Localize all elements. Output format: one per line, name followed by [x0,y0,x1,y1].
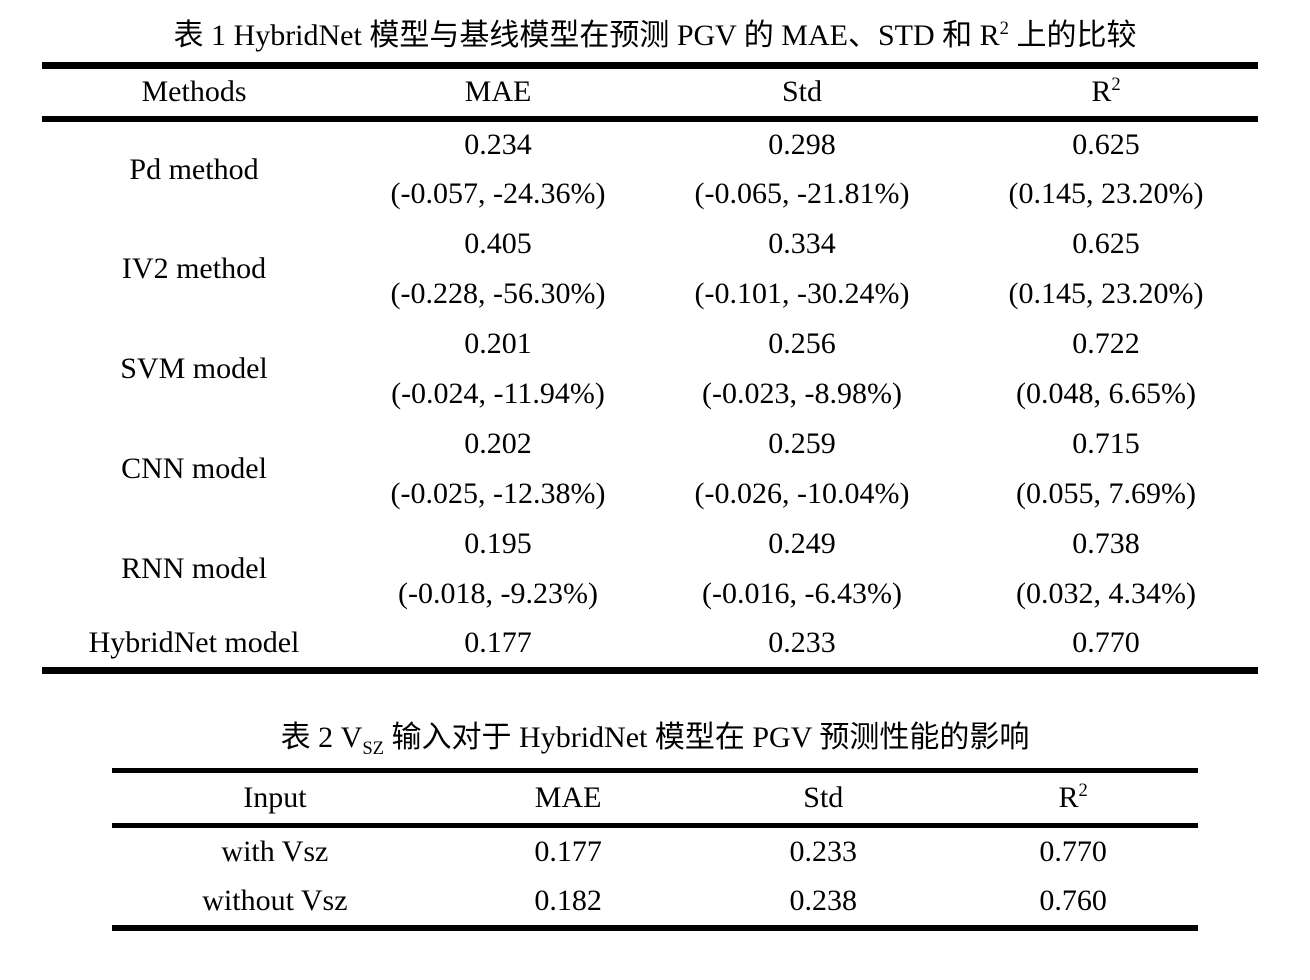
cell-r2-value: 0.770 [1072,625,1140,659]
cell-method: HybridNet model [88,625,300,659]
cell-method: IV2 method [121,251,267,285]
cell-r2-value: 0.738 [1072,526,1140,560]
cell-std-value: 0.256 [768,326,836,360]
table-row-delta: (-0.018, -9.23%) (-0.016, -6.43%) (0.032… [42,569,1258,619]
cell-method: RNN model [121,551,267,585]
cell-mae-value: 0.177 [534,835,602,869]
cell-std-value: 0.249 [768,526,836,560]
table-row: with Vsz 0.177 0.233 0.770 [112,826,1198,877]
cell-method: Pd method [129,153,259,186]
cell-std-value: 0.238 [789,883,858,917]
cell-r2-value: 0.625 [1072,128,1140,161]
cell-std-value: 0.259 [768,426,836,460]
cell-std-delta: (-0.026, -10.04%) [694,476,910,510]
table2-header-r2-base: R [1058,781,1079,814]
cell-std-delta: (-0.023, -8.98%) [702,376,902,410]
cell-r2-value: 0.770 [1039,835,1107,869]
table2-header-r2: R2 [948,771,1198,826]
table2-header-std: Std [803,781,844,814]
cell-r2-value: 0.760 [1039,883,1107,917]
table1-header-r2-base: R [1091,75,1112,109]
cell-std-delta: (-0.016, -6.43%) [702,576,902,610]
cell-mae-value: 0.234 [464,128,532,161]
table1-caption-suffix: 上的比较 [1008,19,1137,52]
table-row-delta: (-0.057, -24.36%) (-0.065, -21.81%) (0.1… [42,169,1258,219]
table-row: without Vsz 0.182 0.238 0.760 [112,877,1198,928]
table1-header-r2-superscript: 2 [1111,74,1121,96]
table2-header-r2-superscript: 2 [1078,780,1088,801]
table2-header-mae: MAE [534,781,602,814]
table1-header-mae: MAE [464,75,532,109]
cell-mae-value: 0.201 [464,326,532,360]
table-row: RNN model 0.195 0.249 0.738 [42,519,1258,585]
cell-r2-delta: (0.145, 23.20%) [1008,176,1204,210]
table-row-delta: (-0.025, -12.38%) (-0.026, -10.04%) (0.0… [42,469,1258,519]
cell-mae-value: 0.202 [464,426,532,460]
table1: Methods MAE Std R2 Pd method 0.234 0.298… [42,62,1258,674]
cell-input: with Vsz [221,835,329,869]
table2-header-input: Input [243,781,307,814]
table-row-delta: (-0.024, -11.94%) (-0.023, -8.98%) (0.04… [42,369,1258,419]
cell-std-value: 0.233 [768,625,836,659]
cell-method: CNN model [121,451,267,485]
cell-mae-delta: (-0.025, -12.38%) [390,476,606,510]
cell-r2-value: 0.715 [1072,426,1140,460]
table1-caption-superscript: 2 [999,18,1009,39]
table2-header-row: Input MAE Std R2 [112,771,1198,826]
cell-std-value: 0.298 [768,128,836,161]
table1-caption-text: 表 1 HybridNet 模型与基线模型在预测 PGV 的 MAE、STD 和… [173,19,1000,52]
table-row: CNN model 0.202 0.259 0.715 [42,419,1258,485]
table1-header-methods: Methods [141,75,247,109]
cell-method: SVM model [120,351,268,385]
table2-caption-text: 表 2 V [280,721,363,754]
table2: Input MAE Std R2 with Vsz 0.177 0.233 0.… [112,768,1198,931]
cell-std-value: 0.334 [768,226,836,260]
table1-header-row: Methods MAE Std R2 [42,66,1258,119]
table-row-delta: (-0.228, -56.30%) (-0.101, -30.24%) (0.1… [42,269,1258,319]
cell-r2-value: 0.625 [1072,226,1140,260]
cell-std-value: 0.233 [789,835,858,869]
cell-mae-delta: (-0.024, -11.94%) [391,376,605,410]
cell-mae-delta: (-0.228, -56.30%) [390,276,606,310]
table1-header-r2: R2 [954,66,1258,119]
table-row: IV2 method 0.405 0.334 0.625 [42,219,1258,285]
cell-std-delta: (-0.101, -30.24%) [694,276,910,310]
table1-header-std: Std [781,75,823,109]
cell-std-delta: (-0.065, -21.81%) [694,176,910,210]
cell-mae-value: 0.405 [464,226,532,260]
table2-caption-suffix: 输入对于 HybridNet 模型在 PGV 预测性能的影响 [384,721,1030,754]
cell-input: without Vsz [202,883,348,917]
cell-mae-value: 0.177 [464,625,532,659]
cell-r2-delta: (0.145, 23.20%) [1008,276,1204,310]
cell-mae-delta: (-0.018, -9.23%) [398,576,598,610]
cell-mae-delta: (-0.057, -24.36%) [390,176,606,210]
table1-caption: 表 1 HybridNet 模型与基线模型在预测 PGV 的 MAE、STD 和… [0,0,1310,56]
cell-r2-delta: (0.048, 6.65%) [1016,376,1196,410]
table2-caption-subscript: SZ [362,738,385,759]
cell-r2-delta: (0.055, 7.69%) [1016,476,1196,510]
table-row: Pd method 0.234 0.298 0.625 [42,119,1258,186]
table2-caption: 表 2 VSZ 输入对于 HybridNet 模型在 PGV 预测性能的影响 [0,718,1310,758]
cell-mae-value: 0.195 [464,526,532,560]
cell-r2-delta: (0.032, 4.34%) [1016,576,1196,610]
cell-r2-value: 0.722 [1072,326,1140,360]
table-row: SVM model 0.201 0.256 0.722 [42,319,1258,385]
cell-mae-value: 0.182 [534,883,602,917]
table-row: HybridNet model 0.177 0.233 0.770 [42,619,1258,671]
